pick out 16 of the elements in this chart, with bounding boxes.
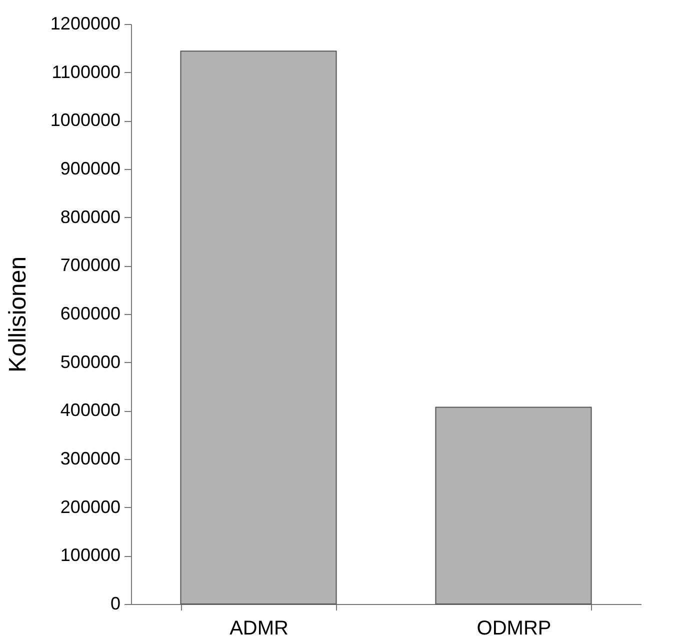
- y-tick-label: 0: [110, 594, 120, 614]
- y-axis-title: Kollisionen: [4, 256, 32, 373]
- y-tick-label: 800000: [60, 206, 120, 227]
- y-tick-label: 1200000: [50, 14, 120, 34]
- y-tick-label: 600000: [60, 304, 120, 324]
- y-tick-label: 900000: [60, 158, 120, 178]
- y-tick-label: 1000000: [50, 110, 120, 130]
- x-tick-label: ODMRP: [476, 618, 552, 638]
- y-tick-label: 1100000: [52, 62, 120, 82]
- x-tick-label: ADMR: [230, 618, 288, 638]
- y-tick-label: 100000: [60, 545, 120, 566]
- y-tick-label: 300000: [60, 448, 120, 468]
- y-tick-label: 200000: [60, 496, 120, 517]
- y-tick-label: 500000: [60, 352, 120, 372]
- y-tick-label: 400000: [60, 400, 120, 420]
- y-tick-label: 700000: [60, 255, 120, 276]
